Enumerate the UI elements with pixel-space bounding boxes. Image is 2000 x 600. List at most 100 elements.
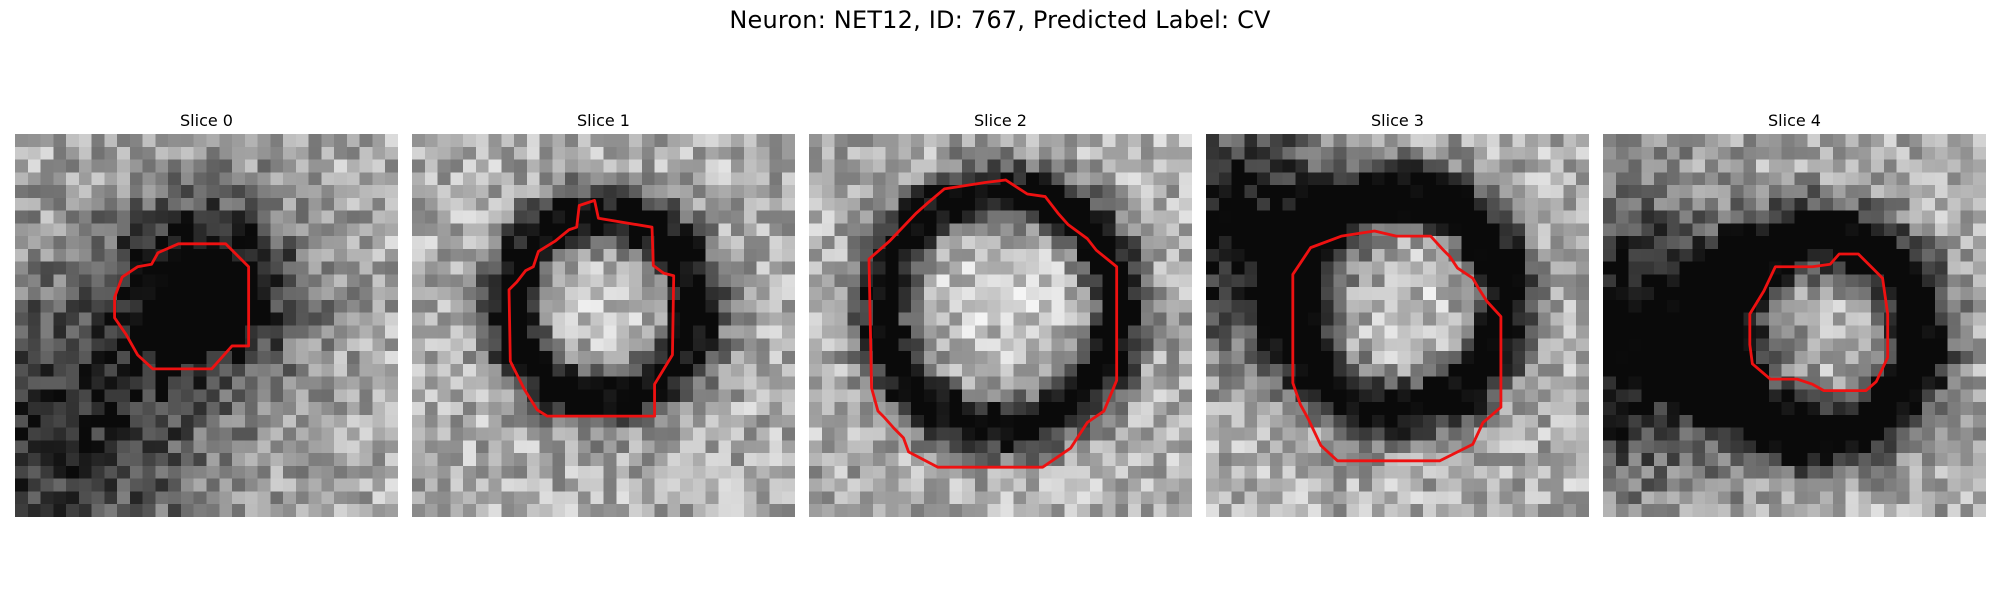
pixel: [809, 299, 823, 313]
pixel: [1756, 312, 1770, 326]
pixel: [334, 351, 348, 365]
pixel: [782, 414, 795, 428]
pixel: [1871, 134, 1885, 148]
pixel: [1269, 376, 1283, 390]
pixel: [155, 453, 169, 467]
pixel: [962, 287, 976, 301]
pixel: [1794, 299, 1808, 313]
pixel: [1218, 414, 1232, 428]
pixel: [1756, 172, 1770, 186]
pixel: [821, 312, 835, 326]
pixel: [1448, 478, 1462, 492]
pixel: [1641, 453, 1655, 467]
pixel: [911, 146, 925, 160]
pixel: [1038, 159, 1052, 173]
pixel: [1909, 478, 1923, 492]
pixel: [1576, 491, 1589, 505]
pixel: [1576, 465, 1589, 479]
pixel: [718, 274, 732, 288]
pixel: [1832, 440, 1846, 454]
pixel: [809, 465, 823, 479]
pixel: [501, 351, 515, 365]
pixel: [168, 478, 182, 492]
pixel: [1486, 261, 1500, 275]
pixel: [1359, 210, 1373, 224]
pixel: [1909, 223, 1923, 237]
pixel: [1486, 159, 1500, 173]
pixel: [1410, 185, 1424, 199]
pixel: [437, 389, 451, 403]
pixel: [66, 287, 80, 301]
pixel: [641, 197, 655, 211]
pixel: [756, 491, 770, 505]
pixel: [1922, 134, 1936, 148]
pixel: [1820, 159, 1834, 173]
pixel: [27, 312, 41, 326]
pixel: [168, 274, 182, 288]
pixel: [514, 210, 528, 224]
pixel: [1448, 223, 1462, 237]
pixel: [1909, 351, 1923, 365]
pixel: [1679, 338, 1693, 352]
pixel: [244, 491, 258, 505]
pixel: [1717, 299, 1731, 313]
pixel: [705, 210, 719, 224]
pixel: [654, 414, 668, 428]
pixel: [424, 172, 438, 186]
pixel: [1102, 453, 1116, 467]
pixel: [1179, 504, 1192, 517]
pixel: [155, 414, 169, 428]
pixel: [206, 491, 220, 505]
pixel: [308, 185, 322, 199]
pixel: [1448, 261, 1462, 275]
pixel: [936, 325, 950, 339]
pixel: [692, 299, 706, 313]
pixel: [1960, 376, 1974, 390]
pixel: [1410, 236, 1424, 250]
pixel: [1282, 491, 1296, 505]
pixel: [308, 338, 322, 352]
pixel: [539, 299, 553, 313]
pixel: [1756, 325, 1770, 339]
pixel: [257, 389, 271, 403]
pixel: [1628, 223, 1642, 237]
pixel: [117, 414, 131, 428]
pixel: [1153, 299, 1167, 313]
pixel: [923, 236, 937, 250]
pixel: [219, 325, 233, 339]
pixel: [821, 159, 835, 173]
pixel: [437, 414, 451, 428]
pixel: [987, 414, 1001, 428]
pixel: [270, 465, 284, 479]
pixel: [463, 223, 477, 237]
pixel: [78, 402, 92, 416]
pixel: [641, 351, 655, 365]
pixel: [692, 338, 706, 352]
pixel: [1922, 427, 1936, 441]
pixel: [155, 299, 169, 313]
pixel: [1756, 453, 1770, 467]
pixel: [129, 248, 143, 262]
pixel: [488, 414, 502, 428]
pixel: [1973, 185, 1986, 199]
pixel: [40, 236, 54, 250]
pixel: [424, 197, 438, 211]
pixel: [936, 389, 950, 403]
pixel: [1705, 414, 1719, 428]
pixel: [1140, 236, 1154, 250]
pixel: [565, 274, 579, 288]
pixel: [1615, 223, 1629, 237]
pixel: [1717, 440, 1731, 454]
pixel: [911, 478, 925, 492]
pixel: [27, 338, 41, 352]
pixel: [936, 465, 950, 479]
pixel: [526, 172, 540, 186]
pixel: [129, 478, 143, 492]
pixel: [565, 146, 579, 160]
pixel: [346, 172, 360, 186]
pixel: [1295, 172, 1309, 186]
pixel: [539, 453, 553, 467]
pixel: [1486, 453, 1500, 467]
pixel: [270, 453, 284, 467]
pixel: [1896, 504, 1910, 517]
